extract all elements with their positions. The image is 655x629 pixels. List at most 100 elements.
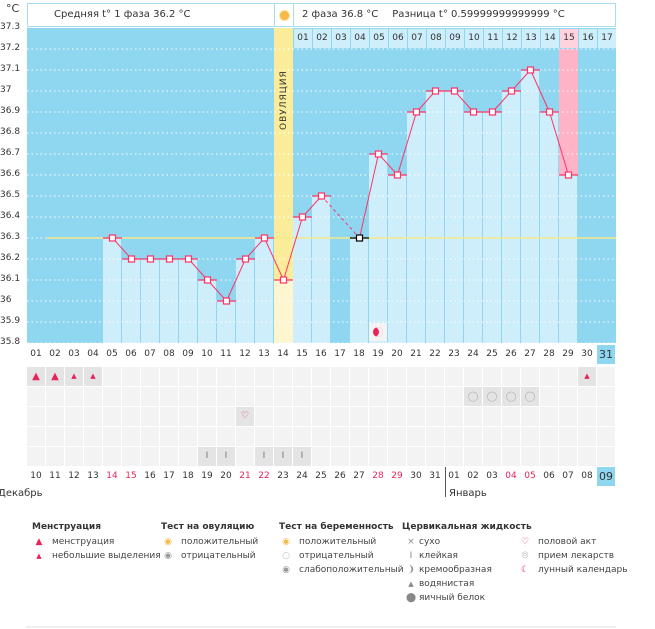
date-label[interactable]: 21 xyxy=(239,471,251,481)
empty-cell[interactable] xyxy=(312,407,330,426)
empty-cell[interactable] xyxy=(274,407,292,426)
empty-cell[interactable] xyxy=(445,427,463,446)
cycle-day-label[interactable]: 17 xyxy=(334,349,346,359)
date-label[interactable]: 01 xyxy=(448,471,460,481)
empty-cell[interactable] xyxy=(540,427,558,446)
empty-cell[interactable] xyxy=(103,387,121,406)
cycle-day-label[interactable]: 03 xyxy=(68,349,80,359)
empty-cell[interactable] xyxy=(407,367,425,386)
empty-cell[interactable] xyxy=(198,387,216,406)
empty-cell[interactable] xyxy=(559,367,577,386)
empty-cell[interactable] xyxy=(407,387,425,406)
empty-cell[interactable] xyxy=(502,427,520,446)
cycle-day-label[interactable]: 31 xyxy=(597,345,615,364)
empty-cell[interactable] xyxy=(464,407,482,426)
cycle-day-label[interactable]: 08 xyxy=(163,349,175,359)
empty-cell[interactable] xyxy=(426,367,444,386)
empty-cell[interactable] xyxy=(65,427,83,446)
date-label[interactable]: 27 xyxy=(353,471,365,481)
empty-cell[interactable] xyxy=(445,387,463,406)
empty-cell[interactable] xyxy=(198,427,216,446)
empty-cell[interactable] xyxy=(122,387,140,406)
cycle-day-label[interactable]: 21 xyxy=(410,349,422,359)
empty-cell[interactable] xyxy=(103,407,121,426)
empty-cell[interactable] xyxy=(597,367,615,386)
empty-cell[interactable] xyxy=(160,387,178,406)
date-label[interactable]: 08 xyxy=(581,471,593,481)
date-label[interactable]: 07 xyxy=(562,471,574,481)
empty-cell[interactable] xyxy=(27,447,45,466)
cycle-day-label[interactable]: 26 xyxy=(505,349,517,359)
empty-cell[interactable] xyxy=(578,407,596,426)
empty-cell[interactable] xyxy=(331,407,349,426)
date-label[interactable]: 29 xyxy=(391,471,403,481)
empty-cell[interactable] xyxy=(179,407,197,426)
empty-cell[interactable] xyxy=(46,407,64,426)
empty-cell[interactable] xyxy=(540,387,558,406)
date-label[interactable]: 09 xyxy=(597,467,615,486)
date-label[interactable]: 05 xyxy=(524,471,536,481)
empty-cell[interactable] xyxy=(426,427,444,446)
empty-cell[interactable] xyxy=(597,447,615,466)
empty-cell[interactable] xyxy=(578,387,596,406)
empty-cell[interactable] xyxy=(103,367,121,386)
date-label[interactable]: 18 xyxy=(182,471,194,481)
empty-cell[interactable] xyxy=(179,387,197,406)
empty-cell[interactable] xyxy=(179,427,197,446)
empty-cell[interactable] xyxy=(369,407,387,426)
empty-cell[interactable] xyxy=(27,427,45,446)
cycle-day-label[interactable]: 29 xyxy=(562,349,574,359)
empty-cell[interactable] xyxy=(122,407,140,426)
empty-cell[interactable] xyxy=(274,427,292,446)
pregnancy-test-negative-icon[interactable]: ○ xyxy=(521,387,539,406)
empty-cell[interactable] xyxy=(255,367,273,386)
empty-cell[interactable] xyxy=(160,427,178,446)
empty-cell[interactable] xyxy=(331,367,349,386)
empty-cell[interactable] xyxy=(236,367,254,386)
empty-cell[interactable] xyxy=(350,387,368,406)
empty-cell[interactable] xyxy=(65,447,83,466)
empty-cell[interactable] xyxy=(407,407,425,426)
cycle-day-label[interactable]: 01 xyxy=(30,349,42,359)
empty-cell[interactable] xyxy=(521,367,539,386)
empty-cell[interactable] xyxy=(388,427,406,446)
cervical-sticky-icon[interactable]: I xyxy=(255,447,273,466)
date-label[interactable]: 30 xyxy=(410,471,422,481)
empty-cell[interactable] xyxy=(369,367,387,386)
empty-cell[interactable] xyxy=(521,427,539,446)
empty-cell[interactable] xyxy=(388,447,406,466)
empty-cell[interactable] xyxy=(141,447,159,466)
empty-cell[interactable] xyxy=(331,447,349,466)
cycle-day-label[interactable]: 11 xyxy=(220,349,232,359)
empty-cell[interactable] xyxy=(122,447,140,466)
empty-cell[interactable] xyxy=(350,407,368,426)
date-label[interactable]: 16 xyxy=(144,471,156,481)
empty-cell[interactable] xyxy=(312,367,330,386)
empty-cell[interactable] xyxy=(426,447,444,466)
date-label[interactable]: 24 xyxy=(296,471,308,481)
cervical-sticky-icon[interactable]: I xyxy=(274,447,292,466)
empty-cell[interactable] xyxy=(141,367,159,386)
menstruation-light-icon[interactable]: ▲ xyxy=(65,367,83,386)
date-label[interactable]: 10 xyxy=(30,471,42,481)
empty-cell[interactable] xyxy=(426,387,444,406)
cycle-day-label[interactable]: 14 xyxy=(277,349,289,359)
empty-cell[interactable] xyxy=(293,367,311,386)
empty-cell[interactable] xyxy=(483,427,501,446)
cycle-day-label[interactable]: 27 xyxy=(524,349,536,359)
empty-cell[interactable] xyxy=(426,407,444,426)
cycle-day-label[interactable]: 02 xyxy=(49,349,61,359)
empty-cell[interactable] xyxy=(578,447,596,466)
date-label[interactable]: 19 xyxy=(201,471,213,481)
date-label[interactable]: 28 xyxy=(372,471,384,481)
empty-cell[interactable] xyxy=(540,367,558,386)
empty-cell[interactable] xyxy=(521,447,539,466)
cycle-day-label[interactable]: 28 xyxy=(543,349,555,359)
date-label[interactable]: 14 xyxy=(106,471,118,481)
empty-cell[interactable] xyxy=(141,407,159,426)
cycle-day-label[interactable]: 24 xyxy=(467,349,479,359)
empty-cell[interactable] xyxy=(179,367,197,386)
cycle-day-label[interactable]: 05 xyxy=(106,349,118,359)
empty-cell[interactable] xyxy=(236,427,254,446)
cycle-day-label[interactable]: 22 xyxy=(429,349,441,359)
